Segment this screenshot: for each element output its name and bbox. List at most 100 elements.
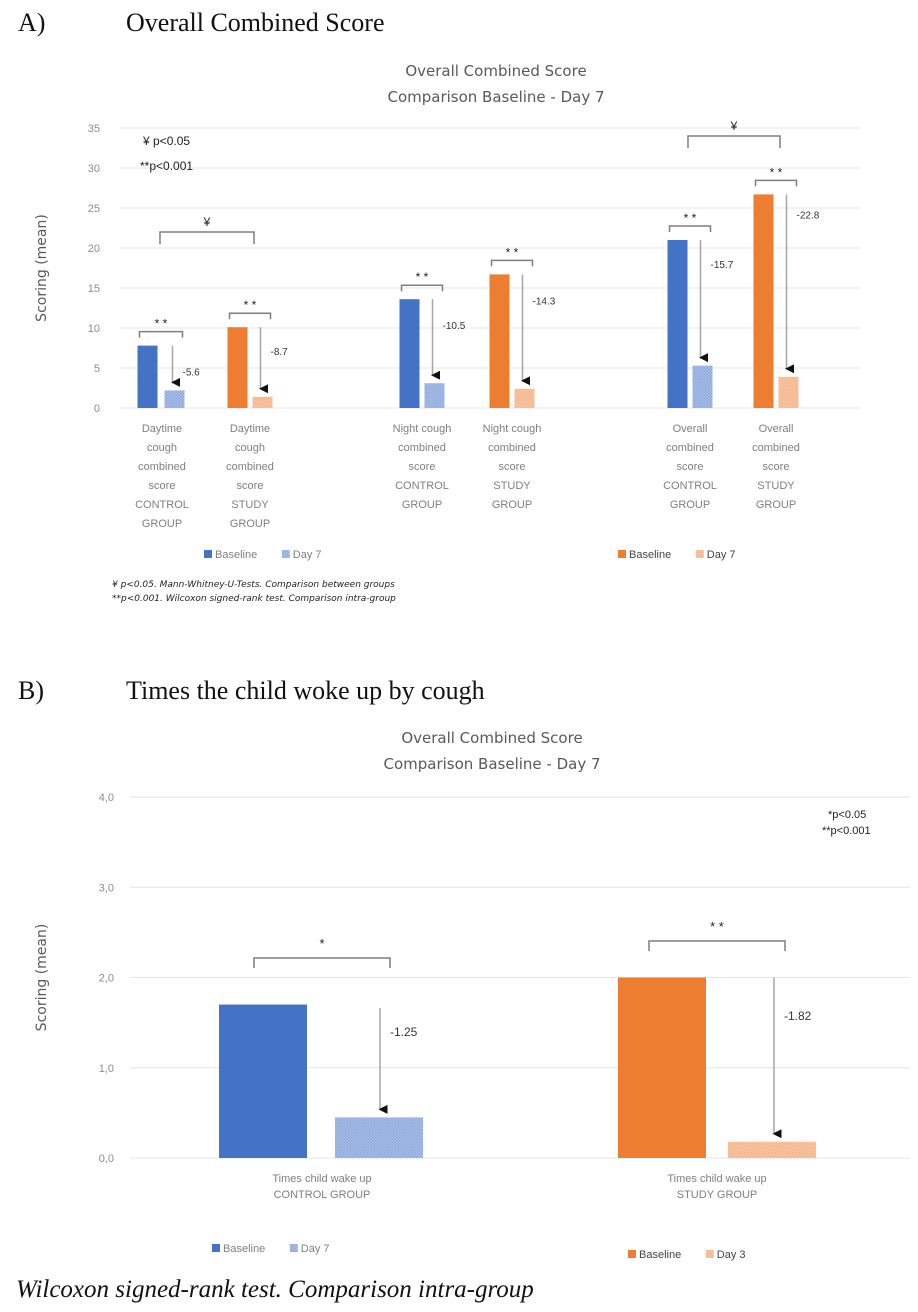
- chart-a-category-label: GROUP: [402, 499, 442, 511]
- legend-swatch: [204, 550, 212, 558]
- chart-a-diff-label: -8.7: [271, 347, 289, 358]
- chart-a-ytick-label: 35: [88, 123, 100, 135]
- chart-a-category-label: Daytime: [230, 423, 270, 435]
- chart-a-category-label: Daytime: [142, 423, 182, 435]
- chart-a-category-label: cough: [147, 442, 177, 454]
- chart-a-between-bracket: [687, 135, 781, 148]
- chart-b-intra-bracket: [648, 940, 786, 951]
- chart-b-ytick-label: 1,0: [99, 1063, 114, 1075]
- chart-b-ytick-label: 3,0: [99, 882, 114, 894]
- chart-a-intra-sig: * *: [416, 270, 429, 284]
- chart-a-intra-sig: * *: [506, 245, 519, 259]
- footnote-b-caption: Wilcoxon signed-rank test. Comparison in…: [16, 1276, 534, 1303]
- chart-b-ytick-label: 2,0: [99, 973, 114, 985]
- chart-b-intra-sig: *: [319, 936, 324, 951]
- chart-b-intra-bracket: [253, 957, 391, 968]
- chart-a-category-label: STUDY: [493, 480, 531, 492]
- chart-a-intra-sig: * *: [155, 317, 168, 331]
- legend-swatch: [281, 550, 290, 558]
- legend-swatch: [289, 1244, 298, 1252]
- legend-swatch: [628, 1250, 636, 1258]
- bar-followup: [778, 376, 799, 408]
- chart-a-intra-sig: * *: [684, 211, 697, 225]
- chart-a-category-label: Overall: [759, 423, 794, 435]
- chart-a-category-label: score: [149, 480, 176, 492]
- chart-a-diff-label: -5.6: [183, 368, 201, 379]
- chart-a-between-bracket: [159, 231, 255, 244]
- chart-b-ytick-label: 0,0: [99, 1153, 114, 1165]
- chart-a-diff-label: -10.5: [443, 321, 466, 332]
- chart-a-category-label: score: [237, 480, 264, 492]
- chart-a-category-label: CONTROL: [395, 480, 449, 492]
- chart-a-category-label: Night cough: [393, 423, 452, 435]
- legend-label: Day 7: [293, 549, 322, 561]
- chart-a-intra-bracket: [228, 312, 272, 320]
- chart-a-sig-legend-2: **p<0.001: [140, 159, 193, 173]
- chart-a-category-label: GROUP: [142, 518, 182, 530]
- bar-baseline: [618, 977, 706, 1158]
- bar-followup: [424, 383, 445, 408]
- bar-followup: [514, 388, 535, 408]
- chart-a-title: Overall Combined Score: [405, 62, 586, 80]
- chart-a-intra-bracket: [400, 284, 444, 292]
- legend-swatch: [212, 1244, 220, 1252]
- footnote-a-line1: ¥ p<0.05. Mann-Whitney-U-Tests. Comparis…: [112, 580, 395, 590]
- panel-b-title: Times the child woke up by cough: [126, 676, 485, 705]
- chart-b-category-label: Times child wake up: [667, 1173, 766, 1185]
- chart-b-title: Overall Combined Score: [401, 729, 582, 747]
- bar-followup: [335, 1117, 423, 1158]
- chart-a-category-label: combined: [226, 461, 274, 473]
- chart-a-ytick-label: 25: [88, 203, 100, 215]
- chart-a-subtitle: Comparison Baseline - Day 7: [387, 88, 604, 106]
- chart-b-diff-label: -1.82: [784, 1009, 812, 1023]
- legend-swatch: [695, 550, 704, 558]
- bar-baseline: [489, 274, 510, 408]
- chart-b-intra-sig: * *: [710, 919, 724, 934]
- panel-a-title: Overall Combined Score: [126, 8, 385, 37]
- chart-a-ytick-label: 15: [88, 283, 100, 295]
- chart-b-category-label: Times child wake up: [272, 1173, 371, 1185]
- chart-a-category-label: GROUP: [670, 499, 710, 511]
- chart-a-ytick-label: 30: [88, 163, 100, 175]
- chart-a-category-label: combined: [666, 442, 714, 454]
- chart-a-category-label: CONTROL: [663, 480, 717, 492]
- chart-a-category-label: Overall: [673, 423, 708, 435]
- chart-b-ytick-label: 4,0: [99, 792, 114, 804]
- legend-label: Baseline: [215, 549, 257, 561]
- chart-a-intra-bracket: [668, 225, 712, 232]
- footnote-a-line2: **p<0.001. Wilcoxon signed-rank test. Co…: [112, 594, 396, 604]
- chart-a: Overall Combined Score Comparison Baselin…: [34, 62, 860, 561]
- legend-label: Day 7: [301, 1243, 330, 1255]
- legend-swatch: [618, 550, 626, 558]
- chart-b-category-label: STUDY GROUP: [677, 1189, 757, 1201]
- bar-baseline: [753, 194, 774, 408]
- chart-a-between-sig: ¥: [730, 119, 738, 133]
- chart-a-category-label: combined: [138, 461, 186, 473]
- chart-b-ylabel: Scoring (mean): [34, 924, 50, 1032]
- legend-label: Baseline: [629, 549, 671, 561]
- chart-a-sig-legend-1: ¥ p<0.05: [142, 134, 190, 148]
- chart-a-category-label: score: [677, 461, 704, 473]
- chart-a-category-label: GROUP: [492, 499, 532, 511]
- panel-b-label: B): [18, 676, 44, 705]
- chart-b-subtitle: Comparison Baseline - Day 7: [383, 755, 600, 773]
- chart-a-ytick-label: 5: [94, 363, 100, 375]
- chart-b-sig-legend-2: **p<0.001: [822, 825, 871, 837]
- chart-a-category-label: cough: [235, 442, 265, 454]
- legend-label: Day 7: [707, 549, 736, 561]
- chart-a-category-label: GROUP: [230, 518, 270, 530]
- bar-baseline: [219, 1004, 307, 1158]
- chart-a-intra-sig: * *: [244, 298, 257, 312]
- chart-a-diff-label: -15.7: [711, 260, 734, 271]
- chart-a-category-label: STUDY: [231, 499, 269, 511]
- chart-b-category-label: CONTROL GROUP: [274, 1189, 371, 1201]
- chart-a-diff-label: -22.8: [797, 210, 820, 221]
- chart-a-category-label: GROUP: [756, 499, 796, 511]
- chart-a-between-sig: ¥: [203, 215, 211, 229]
- legend-label: Day 3: [717, 1249, 746, 1261]
- chart-a-intra-sig: * *: [770, 165, 783, 179]
- chart-a-category-label: score: [499, 461, 526, 473]
- bar-baseline: [667, 240, 688, 408]
- chart-a-intra-bracket: [138, 330, 184, 338]
